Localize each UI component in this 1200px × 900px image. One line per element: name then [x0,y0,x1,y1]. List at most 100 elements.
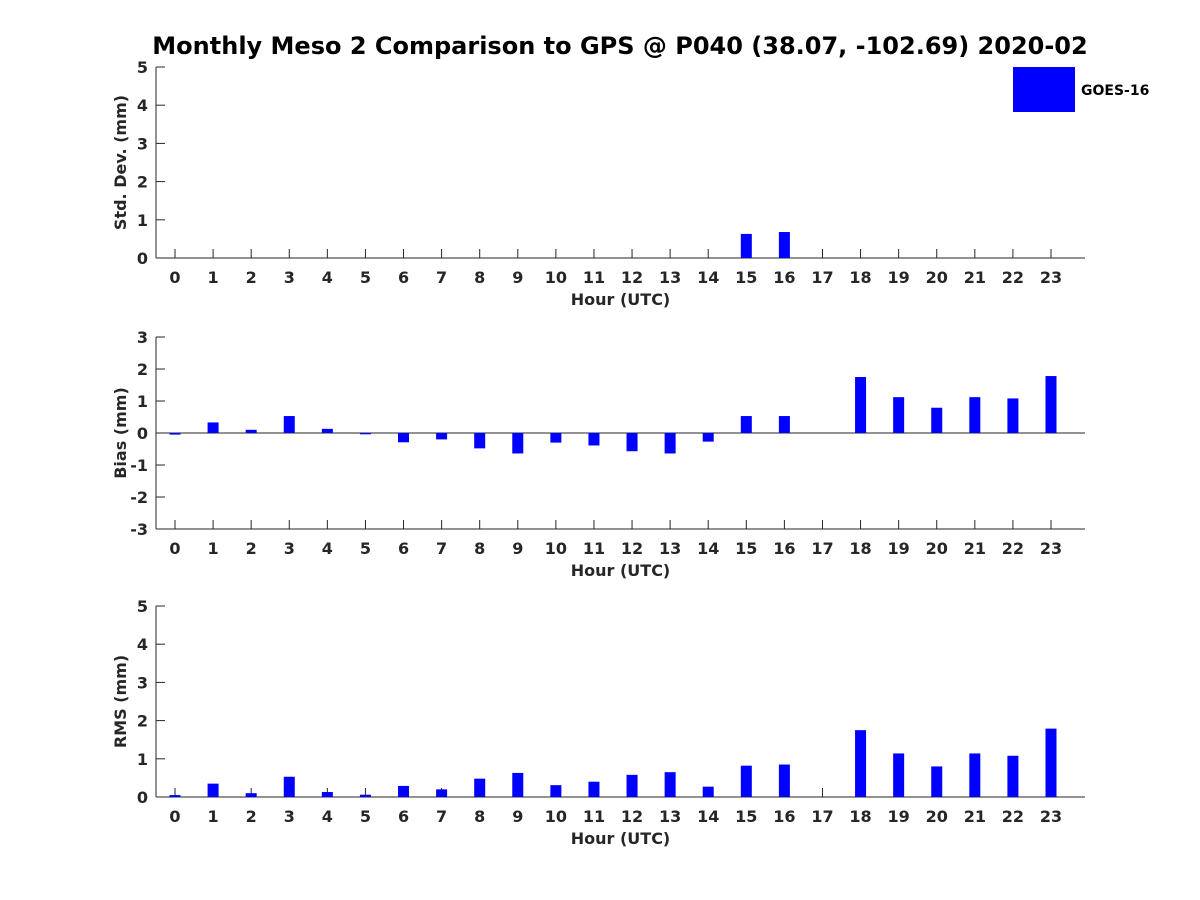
x-tick-label: 12 [621,807,643,826]
bar [855,377,867,433]
bar [398,433,410,443]
x-tick-label: 0 [169,539,180,558]
legend: GOES-16 [1013,67,1149,112]
x-tick-label: 19 [888,268,910,287]
x-tick-label: 13 [659,268,681,287]
bar [740,765,752,797]
x-tick-label: 9 [512,807,523,826]
x-tick-label: 18 [849,539,871,558]
bar [550,433,562,443]
y-tick-label: 4 [137,635,148,654]
x-tick-label: 10 [545,807,567,826]
bar [436,433,448,440]
x-tick-label: 19 [888,539,910,558]
y-tick-label: -3 [130,520,148,539]
x-tick-label: 1 [208,807,219,826]
x-tick-label: 17 [811,268,833,287]
x-tick-label: 9 [512,268,523,287]
x-tick-label: 6 [398,539,409,558]
x-tick-label: 3 [284,268,295,287]
x-tick-label: 20 [926,539,948,558]
x-tick-label: 13 [659,539,681,558]
bar [474,433,486,449]
y-tick-label: -1 [130,456,148,475]
y-tick-label: 3 [137,134,148,153]
x-tick-label: 17 [811,539,833,558]
bar [626,433,638,452]
x-tick-label: 21 [964,268,986,287]
bar [969,753,981,797]
x-tick-label: 23 [1040,807,1062,826]
chart-title: Monthly Meso 2 Comparison to GPS @ P040 … [152,32,1087,60]
x-tick-label: 16 [773,268,795,287]
x-tick-label: 6 [398,268,409,287]
x-tick-label: 4 [322,807,333,826]
x-tick-label: 15 [735,539,757,558]
y-tick-label: 0 [137,788,148,807]
y-tick-label: 1 [137,392,148,411]
x-tick-label: 16 [773,807,795,826]
x-tick-label: 2 [246,807,257,826]
x-tick-label: 16 [773,539,795,558]
x-tick-label: 8 [474,268,485,287]
bar [245,429,257,433]
x-tick-label: 1 [208,268,219,287]
bar [778,232,790,258]
bar [778,764,790,797]
y-tick-label: -2 [130,488,148,507]
x-tick-label: 20 [926,807,948,826]
bar [207,783,219,797]
y-axis-label: Std. Dev. (mm) [111,95,130,230]
x-tick-label: 9 [512,539,523,558]
y-tick-label: 3 [137,673,148,692]
x-tick-label: 3 [284,539,295,558]
x-tick-label: 14 [697,539,719,558]
x-tick-label: 22 [1002,807,1024,826]
x-tick-label: 23 [1040,268,1062,287]
x-tick-label: 8 [474,807,485,826]
y-axis-label: RMS (mm) [111,655,130,748]
bar [931,407,943,433]
bar [245,793,257,797]
bar [512,433,524,454]
y-tick-label: 2 [137,712,148,731]
bar [1045,376,1057,433]
x-tick-label: 7 [436,539,447,558]
x-tick-label: 20 [926,268,948,287]
x-tick-label: 8 [474,539,485,558]
x-tick-label: 0 [169,268,180,287]
x-tick-label: 18 [849,807,871,826]
x-tick-label: 22 [1002,539,1024,558]
x-tick-label: 1 [208,539,219,558]
bar [931,766,943,797]
x-tick-label: 12 [621,268,643,287]
bar [169,433,181,435]
x-tick-label: 21 [964,539,986,558]
x-tick-label: 17 [811,807,833,826]
bar [283,416,295,433]
x-tick-label: 2 [246,268,257,287]
bar [1007,398,1019,433]
bar [283,776,295,797]
y-tick-label: 2 [137,173,148,192]
x-tick-label: 18 [849,268,871,287]
x-tick-label: 19 [888,807,910,826]
bar [207,422,219,433]
bar [1045,728,1057,797]
x-tick-label: 7 [436,807,447,826]
bar [550,785,562,797]
x-tick-label: 23 [1040,539,1062,558]
x-tick-label: 22 [1002,268,1024,287]
x-tick-label: 11 [583,268,605,287]
x-axis-label: Hour (UTC) [571,290,671,309]
bar [321,792,333,797]
x-tick-label: 15 [735,807,757,826]
bar [436,789,448,797]
x-tick-label: 4 [322,539,333,558]
x-tick-label: 6 [398,807,409,826]
bar [702,786,714,797]
